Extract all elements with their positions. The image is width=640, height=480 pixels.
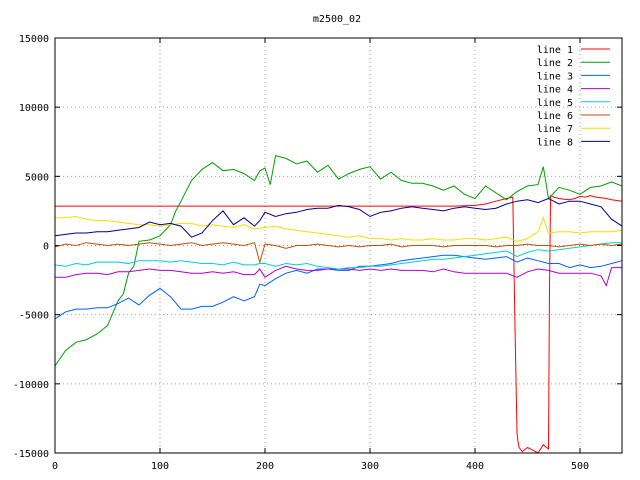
plot-frame [54,37,623,454]
series-line-2 [54,154,623,367]
x-tick-label: 400 [466,461,484,472]
legend-label: line 2 [537,58,573,69]
series-line-1 [55,194,623,454]
x-axis: 0 100 200 300 400 500 [52,38,589,472]
y-tick-label: 15000 [19,34,49,45]
plot-series [54,154,623,454]
y-tick-label: -10000 [13,380,49,391]
x-tick-label: 200 [256,461,274,472]
y-axis: -15000 -10000 -5000 0 5000 10000 15000 [13,34,622,460]
y-tick-label: -5000 [19,311,49,322]
legend-label: line 8 [537,137,573,148]
series-line-6 [54,242,623,264]
legend-label: line 4 [537,85,573,96]
series-line-5 [54,242,622,270]
series-line-8 [54,197,623,238]
legend-label: line 7 [537,124,573,135]
legend-label: line 3 [537,71,573,82]
legend-label: line 1 [537,45,573,56]
legend: line 1 line 2 line 3 line 4 line 5 line 6 line… [537,45,610,148]
y-tick-label: 5000 [25,172,49,183]
series-line-7 [55,215,623,242]
x-tick-label: 300 [361,461,379,472]
y-tick-label: 0 [43,242,49,253]
series-line-3 [54,254,623,320]
x-tick-label: 100 [151,461,169,472]
x-tick-label: 0 [52,461,58,472]
grid [55,38,622,453]
legend-label: line 6 [537,111,573,122]
y-tick-label: 10000 [19,103,49,114]
y-tick-label: -15000 [13,449,49,460]
legend-label: line 5 [537,98,573,109]
chart-title: m2500_02 [313,14,361,25]
x-tick-label: 500 [571,461,589,472]
